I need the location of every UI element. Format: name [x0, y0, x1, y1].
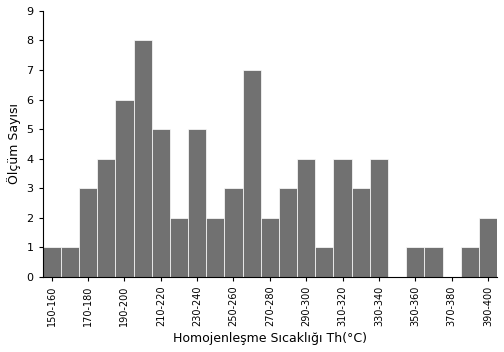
- Bar: [316, 247, 334, 277]
- Bar: [152, 129, 170, 277]
- Bar: [370, 159, 388, 277]
- X-axis label: Homojenleşme Sıcaklığı Th(°C): Homojenleşme Sıcaklığı Th(°C): [173, 332, 367, 345]
- Bar: [134, 40, 152, 277]
- Bar: [279, 188, 297, 277]
- Bar: [206, 218, 224, 277]
- Bar: [479, 218, 497, 277]
- Bar: [461, 247, 479, 277]
- Bar: [242, 70, 261, 277]
- Bar: [406, 247, 424, 277]
- Bar: [424, 247, 443, 277]
- Bar: [334, 159, 352, 277]
- Bar: [79, 188, 97, 277]
- Bar: [188, 129, 206, 277]
- Bar: [224, 188, 242, 277]
- Bar: [61, 247, 79, 277]
- Bar: [170, 218, 188, 277]
- Bar: [261, 218, 279, 277]
- Bar: [97, 159, 115, 277]
- Bar: [297, 159, 316, 277]
- Bar: [115, 100, 134, 277]
- Y-axis label: Ölçüm Sayısı: Ölçüm Sayısı: [7, 103, 21, 184]
- Bar: [352, 188, 370, 277]
- Bar: [43, 247, 61, 277]
